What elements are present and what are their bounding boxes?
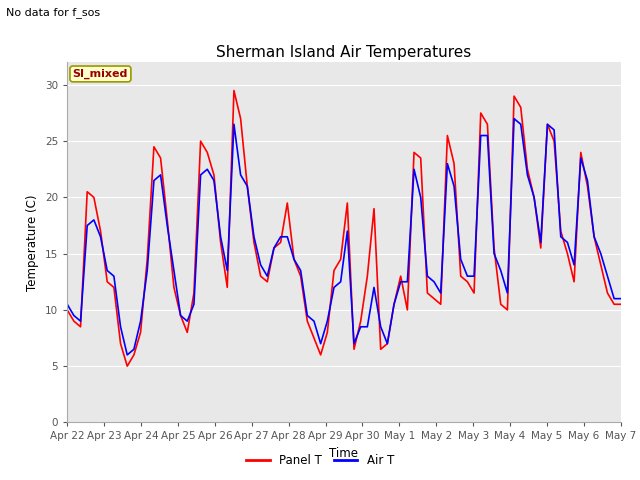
Air T bbox=[317, 341, 324, 347]
X-axis label: Time: Time bbox=[330, 447, 358, 460]
Panel T bbox=[63, 307, 71, 313]
Air T bbox=[63, 301, 71, 307]
Air T bbox=[510, 116, 518, 121]
Air T bbox=[70, 312, 77, 318]
Title: Sherman Island Air Temperatures: Sherman Island Air Temperatures bbox=[216, 45, 472, 60]
Line: Air T: Air T bbox=[67, 119, 621, 355]
Panel T bbox=[617, 301, 625, 307]
Line: Panel T: Panel T bbox=[67, 91, 621, 366]
Y-axis label: Temperature (C): Temperature (C) bbox=[26, 194, 40, 291]
Panel T bbox=[70, 318, 77, 324]
Air T bbox=[524, 172, 531, 178]
Text: No data for f_sos: No data for f_sos bbox=[6, 7, 100, 18]
Panel T bbox=[497, 301, 504, 307]
Panel T bbox=[350, 347, 358, 352]
Air T bbox=[617, 296, 625, 301]
Text: SI_mixed: SI_mixed bbox=[73, 69, 128, 79]
Air T bbox=[124, 352, 131, 358]
Panel T bbox=[323, 329, 331, 335]
Air T bbox=[97, 234, 104, 240]
Panel T bbox=[124, 363, 131, 369]
Panel T bbox=[97, 228, 104, 234]
Air T bbox=[344, 228, 351, 234]
Air T bbox=[490, 251, 498, 256]
Panel T bbox=[230, 88, 238, 94]
Panel T bbox=[524, 167, 531, 172]
Legend: Panel T, Air T: Panel T, Air T bbox=[241, 449, 399, 472]
